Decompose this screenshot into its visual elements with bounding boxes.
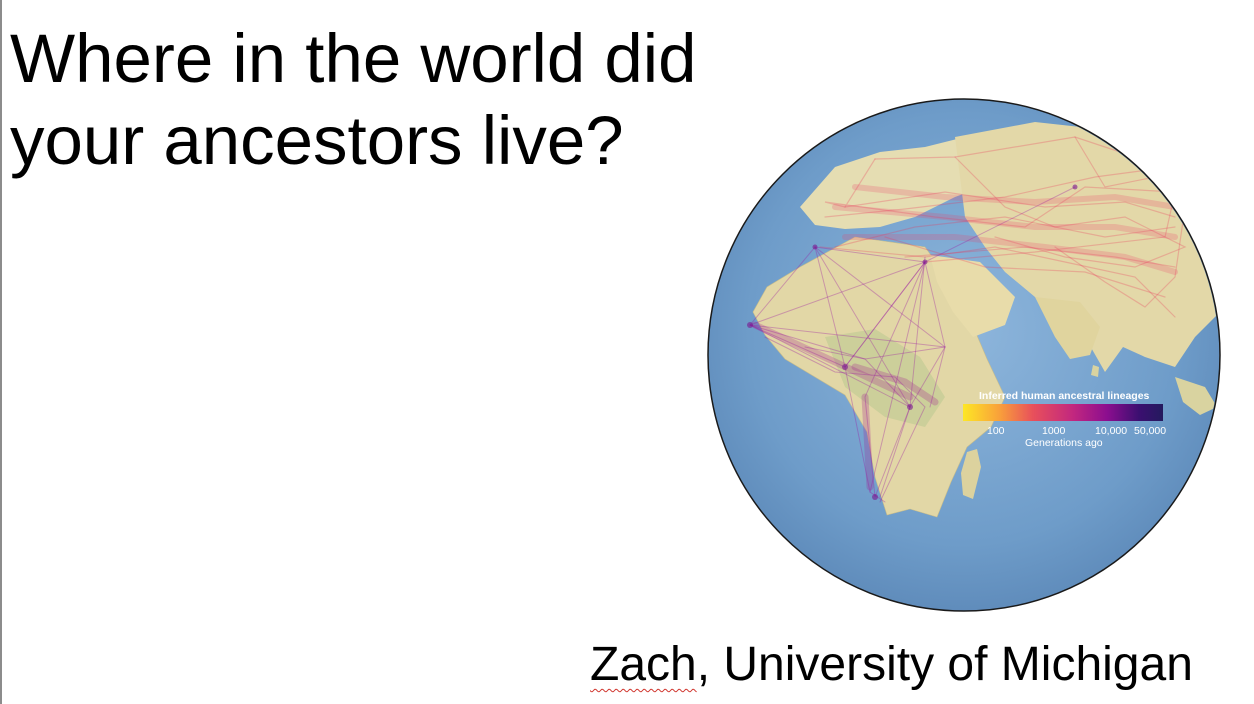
legend-tick-50000: 50,000 (1134, 425, 1166, 437)
europe-landmass (800, 137, 1005, 229)
lineage-network (747, 136, 1187, 503)
byline-affiliation: , University of Michigan (696, 638, 1193, 691)
legend-colorbar (963, 404, 1163, 421)
southeast-asia-islands (1175, 377, 1217, 415)
legend-tick-100: 100 (987, 425, 1005, 437)
legend-title: Inferred human ancestral lineages (979, 390, 1150, 402)
title-line-1: Where in the world did (10, 20, 697, 97)
lineage-lines-red-dense (832, 184, 1178, 275)
legend-tick-1000: 1000 (1042, 425, 1066, 437)
slide-left-border (0, 0, 2, 704)
vegetation-tint (825, 329, 945, 427)
globe-svg: Inferred human ancestral lineages 100 10… (707, 98, 1221, 612)
sri-lanka-landmass (1091, 365, 1099, 377)
legend-tick-10000: 10,000 (1095, 425, 1127, 437)
arabia-landmass (930, 255, 1015, 337)
byline-name-spellcheck: Zach (590, 638, 697, 691)
slide-title[interactable]: Where in the world did your ancestors li… (10, 18, 697, 182)
india-landmass (1035, 297, 1100, 359)
lineage-hubs (747, 184, 1078, 500)
lineage-lines-purple-dense (751, 321, 939, 491)
title-line-2: your ancestors live? (10, 102, 624, 179)
byline[interactable]: Zach, University of Michigan (590, 636, 1193, 694)
madagascar-landmass (961, 449, 981, 499)
lineage-legend: Inferred human ancestral lineages 100 10… (963, 390, 1166, 449)
legend-axis-label: Generations ago (1025, 437, 1103, 449)
ancestry-globe-image[interactable]: Inferred human ancestral lineages 100 10… (705, 97, 1223, 613)
